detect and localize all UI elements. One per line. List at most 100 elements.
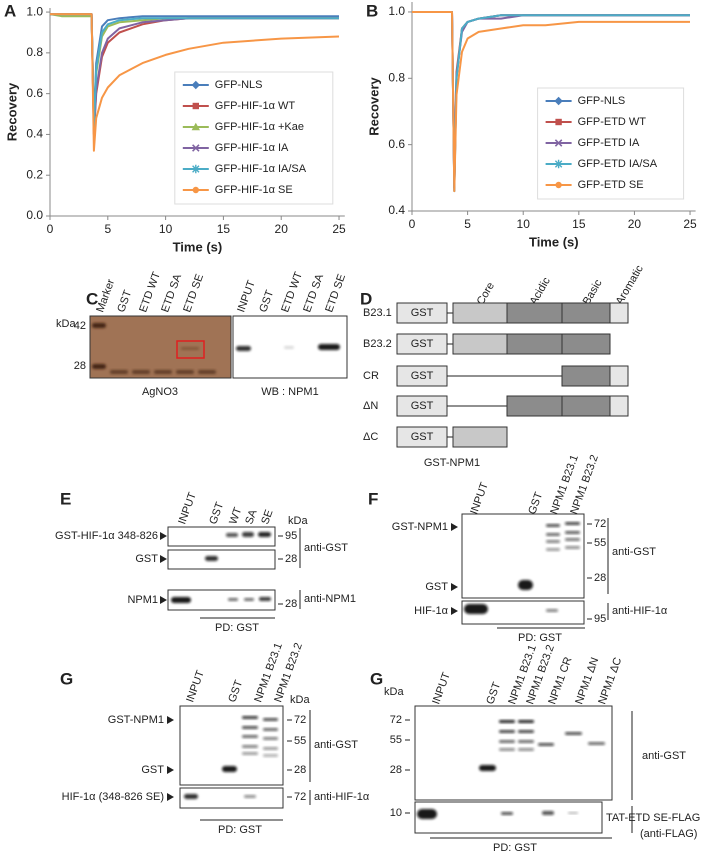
row-label: HIF-1α (348-826 SE)	[62, 791, 164, 803]
row-label: GST-NPM1	[392, 521, 448, 533]
band	[565, 522, 580, 525]
arrow	[160, 596, 167, 604]
y-axis-title: Recovery	[366, 76, 381, 135]
x-tick-label: 25	[683, 217, 697, 231]
x-axis-title: Time (s)	[173, 239, 223, 254]
domain-label: Basic	[581, 277, 605, 307]
legend-label: GFP-ETD IA/SA	[578, 158, 658, 170]
construct-label: ΔC	[363, 431, 378, 443]
lane-label: GST	[257, 288, 276, 314]
x-axis-title: Time (s)	[529, 234, 579, 249]
panel-label: C	[86, 289, 98, 308]
domain-box	[452, 426, 508, 448]
mw-marker: 28	[285, 598, 297, 610]
x-tick-label: 10	[517, 217, 531, 231]
x-tick-label: 5	[464, 217, 471, 231]
legend-marker	[555, 181, 562, 189]
mw-marker: 95	[594, 613, 606, 625]
legend-label: GFP-NLS	[578, 95, 626, 107]
domain-box	[561, 333, 611, 355]
band	[242, 726, 258, 729]
lane-label: GST	[115, 288, 134, 314]
antibody-label: anti-HIF-1α	[612, 605, 668, 617]
legend-label: GFP-HIF-1α IA	[215, 142, 289, 154]
y-tick-label: 0.0	[26, 208, 43, 222]
lane-label: SE	[259, 508, 275, 526]
y-tick-label: 0.2	[26, 167, 43, 181]
band	[242, 745, 258, 748]
band	[198, 370, 216, 374]
band	[176, 370, 194, 374]
construct-label: CR	[363, 370, 379, 382]
antibody-label: TAT-ETD SE-FLAG	[606, 812, 700, 824]
y-tick-label: 0.8	[388, 70, 405, 84]
domain-label: Aromatic	[614, 263, 646, 307]
band	[546, 609, 558, 612]
x-tick-label: 0	[47, 222, 54, 236]
arrow	[451, 523, 458, 531]
band	[184, 794, 198, 799]
recovery-line	[50, 13, 340, 152]
legend-marker	[554, 96, 563, 106]
band	[259, 597, 271, 601]
caption: WB : NPM1	[261, 386, 318, 398]
legend-marker	[554, 159, 563, 169]
arrow	[451, 583, 458, 591]
tag-label: GST	[411, 338, 434, 350]
antibody-label: anti-GST	[304, 542, 348, 554]
caption: AgNO3	[142, 386, 178, 398]
band	[171, 597, 191, 603]
panel-label: B	[366, 1, 378, 20]
construct-label: ΔN	[363, 400, 378, 412]
blot	[179, 705, 284, 786]
band	[546, 540, 560, 543]
band	[538, 743, 554, 746]
blot	[167, 549, 276, 570]
highlight-box	[176, 340, 205, 359]
lane-label: ETD SE	[181, 273, 206, 314]
domain-box	[452, 302, 508, 324]
mw-marker: 28	[390, 764, 402, 776]
legend-marker	[192, 164, 200, 174]
band	[518, 748, 534, 751]
x-tick-label: 15	[217, 222, 231, 236]
domain-box	[561, 395, 611, 417]
x-tick-label: 15	[572, 217, 586, 231]
antibody-label: anti-NPM1	[304, 593, 356, 605]
legend-label: GFP-ETD SE	[578, 179, 644, 191]
band	[244, 598, 254, 601]
legend-marker	[191, 80, 200, 90]
legend-marker	[554, 139, 563, 147]
band	[588, 742, 605, 745]
band	[263, 754, 278, 757]
x-tick-label: 20	[628, 217, 642, 231]
band	[263, 737, 278, 740]
silver-gel	[89, 315, 232, 379]
band	[499, 748, 515, 751]
domain-box	[506, 395, 563, 417]
domain-box	[506, 333, 563, 355]
panel-label: E	[60, 489, 71, 508]
lane-label: GST	[526, 490, 545, 516]
lane-label: SA	[243, 508, 260, 527]
legend-marker	[192, 186, 199, 194]
antibody-label: anti-HIF-1α	[314, 791, 370, 803]
domain-box	[609, 365, 629, 387]
band	[242, 735, 258, 738]
band	[318, 344, 340, 350]
y-tick-label: 1.0	[388, 4, 405, 18]
band	[263, 747, 278, 750]
band	[228, 598, 238, 601]
antibody-label: anti-GST	[642, 750, 686, 762]
lane-label: INPUT	[184, 669, 207, 704]
band	[546, 548, 560, 551]
band	[263, 728, 278, 731]
x-tick-label: 20	[275, 222, 289, 236]
band	[565, 531, 580, 534]
mw-marker: 95	[285, 530, 297, 542]
lane-label: GST	[226, 678, 245, 704]
arrow	[451, 607, 458, 615]
domain-box	[561, 302, 611, 324]
x-tick-label: 5	[104, 222, 111, 236]
mw-marker: 28	[294, 764, 306, 776]
